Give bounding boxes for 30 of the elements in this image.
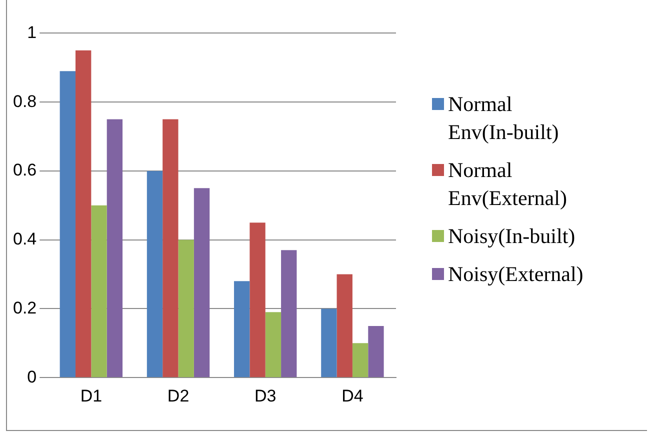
x-tick-label: D3 xyxy=(254,386,276,406)
bar xyxy=(368,326,384,378)
legend-label: Normal Env(In-built) xyxy=(448,91,560,146)
bar xyxy=(234,281,250,378)
bar xyxy=(336,274,352,378)
bar xyxy=(60,71,76,378)
bar xyxy=(321,308,337,378)
bar xyxy=(281,250,297,378)
y-tick-label: 0 xyxy=(27,367,37,386)
y-tick-label: 1 xyxy=(27,22,37,42)
x-tick-label: D2 xyxy=(167,386,190,406)
x-tick-label: D1 xyxy=(80,386,102,406)
bar xyxy=(194,188,210,378)
y-tick-label: 0.6 xyxy=(12,160,37,180)
legend-label: Noisy(External) xyxy=(448,261,584,288)
bar xyxy=(76,50,92,378)
bar xyxy=(178,240,194,378)
y-tick-label: 0.8 xyxy=(12,92,37,111)
bar xyxy=(352,343,368,378)
y-tick-label: 0.2 xyxy=(12,298,37,318)
bar xyxy=(250,222,266,378)
legend-label: Noisy(In-built) xyxy=(448,223,576,250)
bar xyxy=(106,119,123,378)
bar xyxy=(162,119,178,378)
bar xyxy=(146,170,163,378)
bar xyxy=(265,312,282,378)
y-tick-label: 0.4 xyxy=(12,230,37,249)
x-tick-label: D4 xyxy=(342,386,364,406)
bar xyxy=(91,205,107,378)
legend-label: Normal Env(External) xyxy=(448,157,568,212)
